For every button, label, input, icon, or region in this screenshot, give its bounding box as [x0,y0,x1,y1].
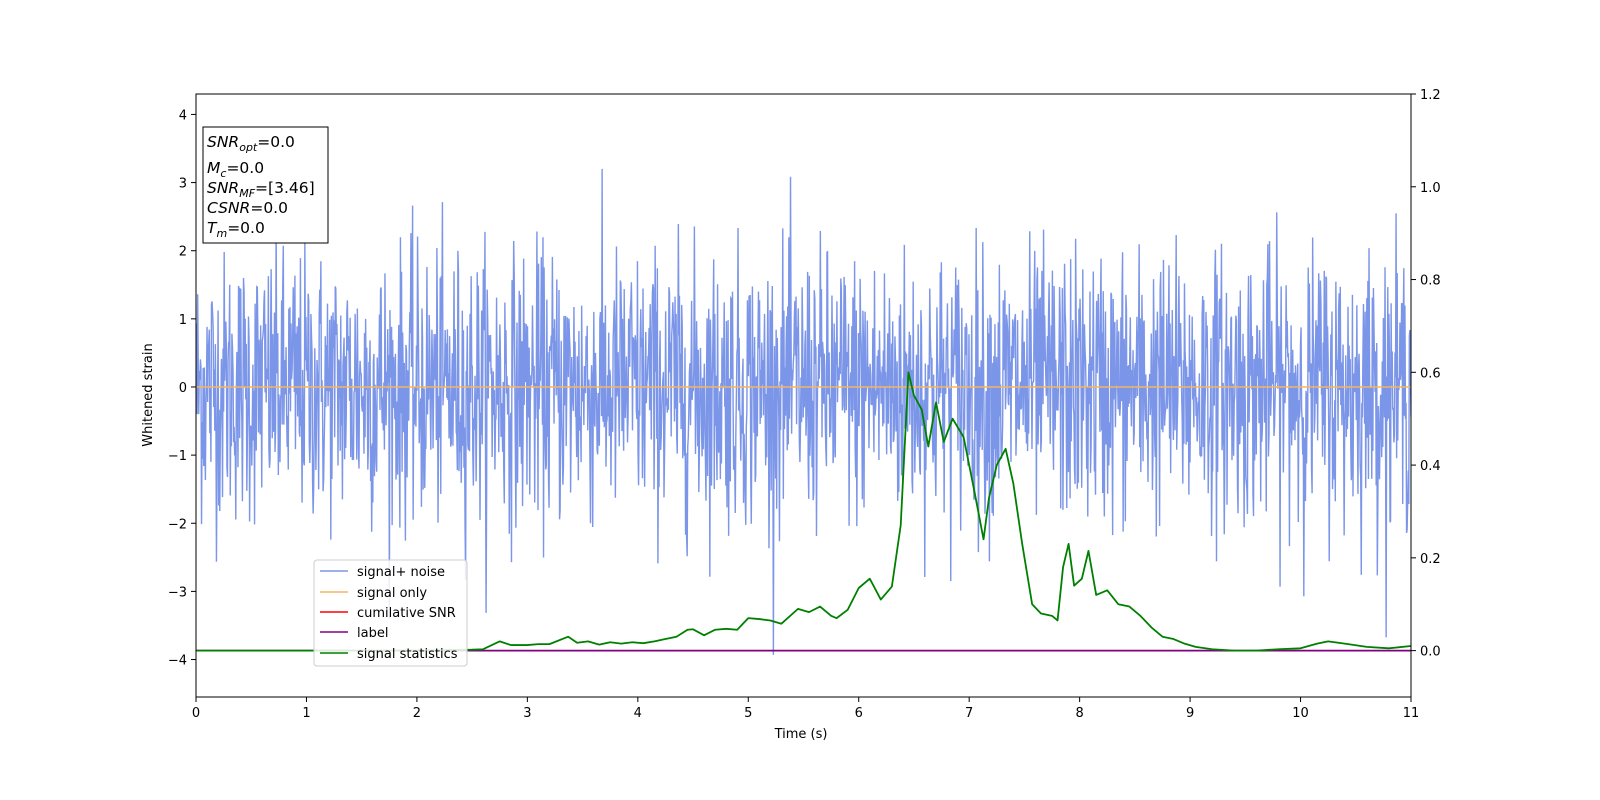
x-tick-label: 0 [192,706,200,721]
x-tick-label: 1 [302,706,310,721]
y-tick-label: −2 [168,517,187,532]
legend-entry-signal-only: signal only [320,586,427,601]
legend: signal+ noise signal only cumilative SNR… [313,559,468,667]
y2-tick-label: 0.6 [1420,366,1441,381]
legend-entry-label: label [320,626,388,641]
axes: 0 1 2 3 4 5 6 7 8 9 10 1143210−1−2−3−41.21.00.80.60… [168,88,1441,721]
y2-tick-label: 1.0 [1420,181,1441,196]
legend-label: cumilative SNR [357,606,456,621]
y-tick-label: −3 [168,585,187,600]
legend-entry-signal-statistics: signal statistics [320,647,458,662]
series-signal-noise-line [196,168,1411,655]
y-tick-label: 4 [179,108,187,123]
y2-tick-label: 1.2 [1420,88,1441,103]
axes-frame [195,93,1412,698]
x-tick-label: 2 [413,706,421,721]
x-tick-label: 8 [1075,706,1083,721]
y-tick-label: 0 [179,381,187,396]
legend-label: signal statistics [357,647,458,662]
y-tick-label: −4 [168,654,187,669]
x-tick-label: 6 [855,706,863,721]
x-tick-label: 10 [1292,706,1309,721]
series-signal-statistics-line [196,371,1411,652]
x-tick-label: 4 [634,706,642,721]
x-axis-label: Time (s) [774,727,828,742]
y2-tick-label: 0.2 [1420,552,1441,567]
info-snr-mf: SNRMF=[3.46] [207,179,315,200]
legend-label: signal only [357,586,427,601]
x-tick-label: 11 [1403,706,1420,721]
x-tick-label: 5 [744,706,752,721]
x-tick-label: 9 [1186,706,1194,721]
legend-entry-cumilative-snr: cumilative SNR [320,606,456,621]
legend-label: label [357,626,388,641]
x-tick-label: 3 [523,706,531,721]
y-tick-label: 2 [179,245,187,260]
info-tm: Tm=0.0 [207,219,265,240]
x-tick-label: 7 [965,706,973,721]
y2-tick-label: 0.0 [1420,645,1441,660]
legend-entry-signal-noise: signal+ noise [320,565,445,580]
info-box: SNRopt=0.0 Mc=0.0 SNRMF=[3.46] CSNR=0.0 … [202,126,329,244]
info-mc: Mc=0.0 [207,159,264,180]
info-csnr: CSNR=0.0 [207,199,288,217]
y2-tick-label: 0.4 [1420,459,1441,474]
y-tick-label: 3 [179,177,187,192]
y-tick-label: 1 [179,313,187,328]
y-tick-label: −1 [168,449,187,464]
legend-label: signal+ noise [357,565,445,580]
info-snr-opt: SNRopt=0.0 [207,133,295,154]
y2-tick-label: 0.8 [1420,274,1441,289]
y-axis-label: Whitened strain [141,343,156,446]
